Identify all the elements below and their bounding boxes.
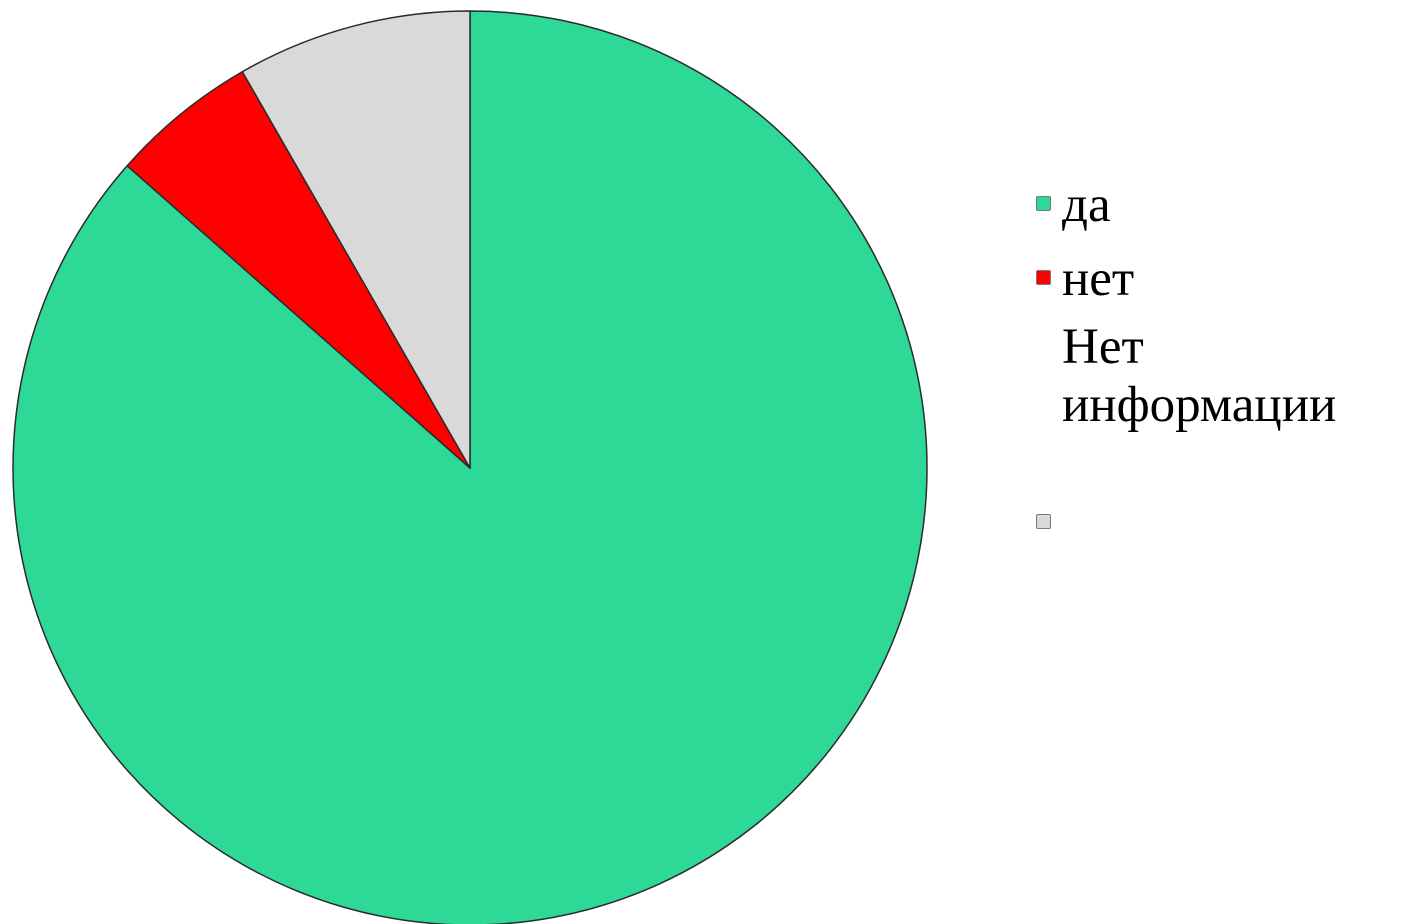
legend-swatch-da: [1036, 196, 1051, 211]
pie-slices: [12, 10, 928, 924]
legend-label-da: да: [1062, 177, 1111, 233]
legend-swatch-net: [1036, 270, 1051, 285]
pie-slice-net: [126, 71, 471, 469]
legend-swatch-net-informatsii: [1036, 514, 1051, 529]
legend-item-da: да: [1036, 176, 1412, 234]
legend-item-net: нет: [1036, 250, 1412, 308]
pie-slice-net-informatsii: [241, 10, 471, 469]
pie-slice-da: [12, 10, 928, 924]
legend: да нет Нет информации: [1036, 176, 1412, 529]
legend-item-net-informatsii: Нет информации: [1036, 318, 1412, 529]
legend-label-net: нет: [1062, 251, 1135, 307]
legend-label-net-informatsii: Нет информации: [1062, 319, 1337, 433]
